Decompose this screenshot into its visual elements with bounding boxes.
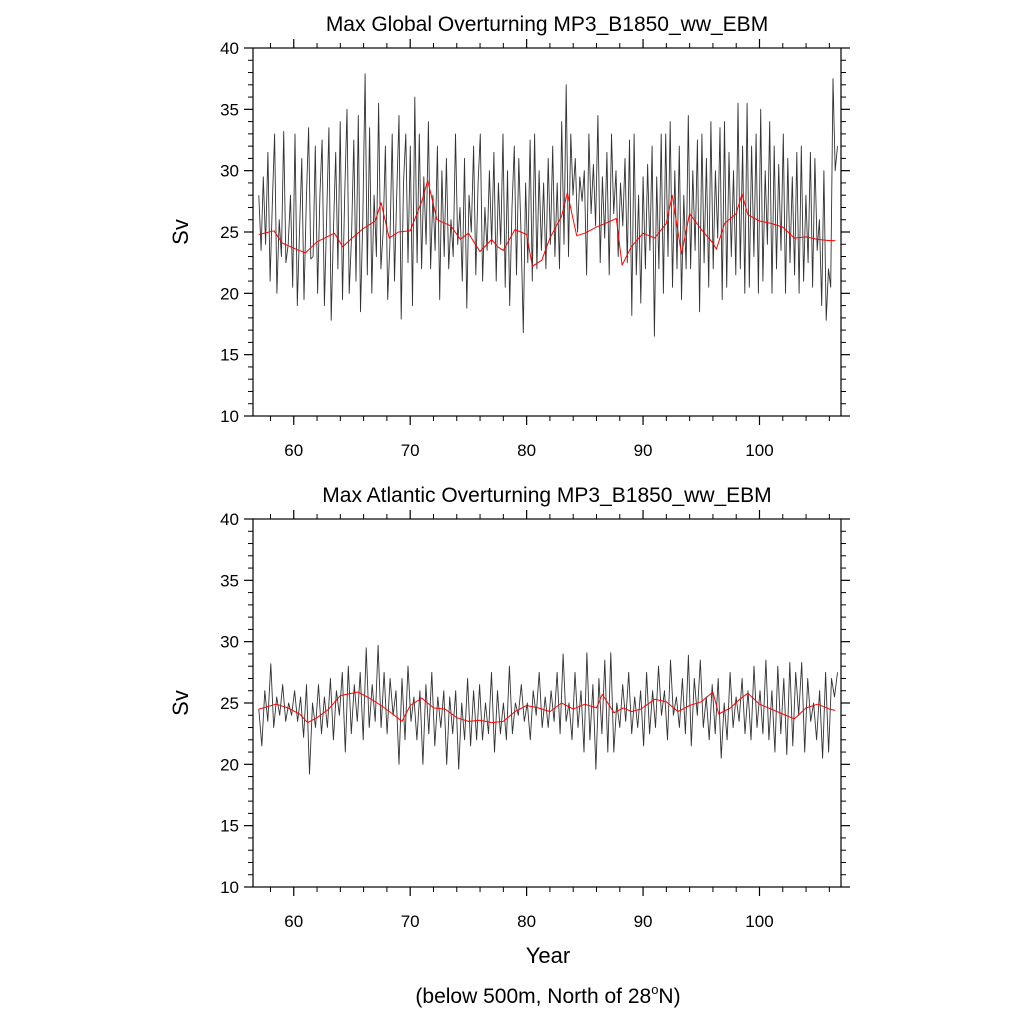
global-chart-title: Max Global Overturning MP3_B1850_ww_EBM [326,13,768,36]
x-tick-label: 80 [517,441,536,460]
y-tick-label: 15 [220,817,239,836]
smoothed-series-line [258,180,836,267]
x-tick-label: 100 [745,912,773,931]
y-tick-label: 35 [220,100,239,119]
global-overturning-panel: Max Global Overturning MP3_B1850_ww_EBM … [168,13,850,460]
x-tick-label: 90 [634,912,653,931]
footnote-end: N) [658,985,680,1008]
y-tick-label: 40 [220,39,239,58]
x-tick-label: 60 [284,912,303,931]
y-tick-label: 30 [220,633,239,652]
y-tick-label: 25 [220,694,239,713]
y-tick-label: 40 [220,510,239,529]
y-tick-label: 35 [220,571,239,590]
footnote-text: (below 500m, North of 28 [415,985,651,1008]
atlantic-overturning-panel: Max Atlantic Overturning MP3_B1850_ww_EB… [168,484,850,931]
footnote-degree: o [651,982,658,997]
y-tick-label: 10 [220,878,239,897]
footnote: (below 500m, North of 28oN) [415,982,680,1008]
x-tick-label: 80 [517,912,536,931]
y-tick-label: 20 [220,284,239,303]
smoothed-series-line [258,691,836,724]
atlantic-chart-title: Max Atlantic Overturning MP3_B1850_ww_EB… [322,484,771,507]
atlantic-plot-area: 10 15 20 25 30 35 40 60 70 80 90 100 [220,510,850,931]
y-tick-label: 10 [220,407,239,426]
x-tick-label: 100 [745,441,773,460]
y-tick-label: 15 [220,346,239,365]
x-tick-label: 90 [634,441,653,460]
x-tick-label: 70 [401,441,420,460]
global-y-axis-label: Sv [168,219,193,245]
x-tick-label: 60 [284,441,303,460]
annual-series-line [258,644,838,775]
y-tick-label: 30 [220,162,239,181]
y-tick-label: 20 [220,755,239,774]
y-tick-label: 25 [220,223,239,242]
annual-series-line [258,73,838,337]
atlantic-y-axis-label: Sv [168,690,193,716]
global-plot-area: 10 15 20 25 30 35 40 60 70 80 90 100 [220,39,850,460]
x-axis-label: Year [526,943,570,968]
x-tick-label: 70 [401,912,420,931]
